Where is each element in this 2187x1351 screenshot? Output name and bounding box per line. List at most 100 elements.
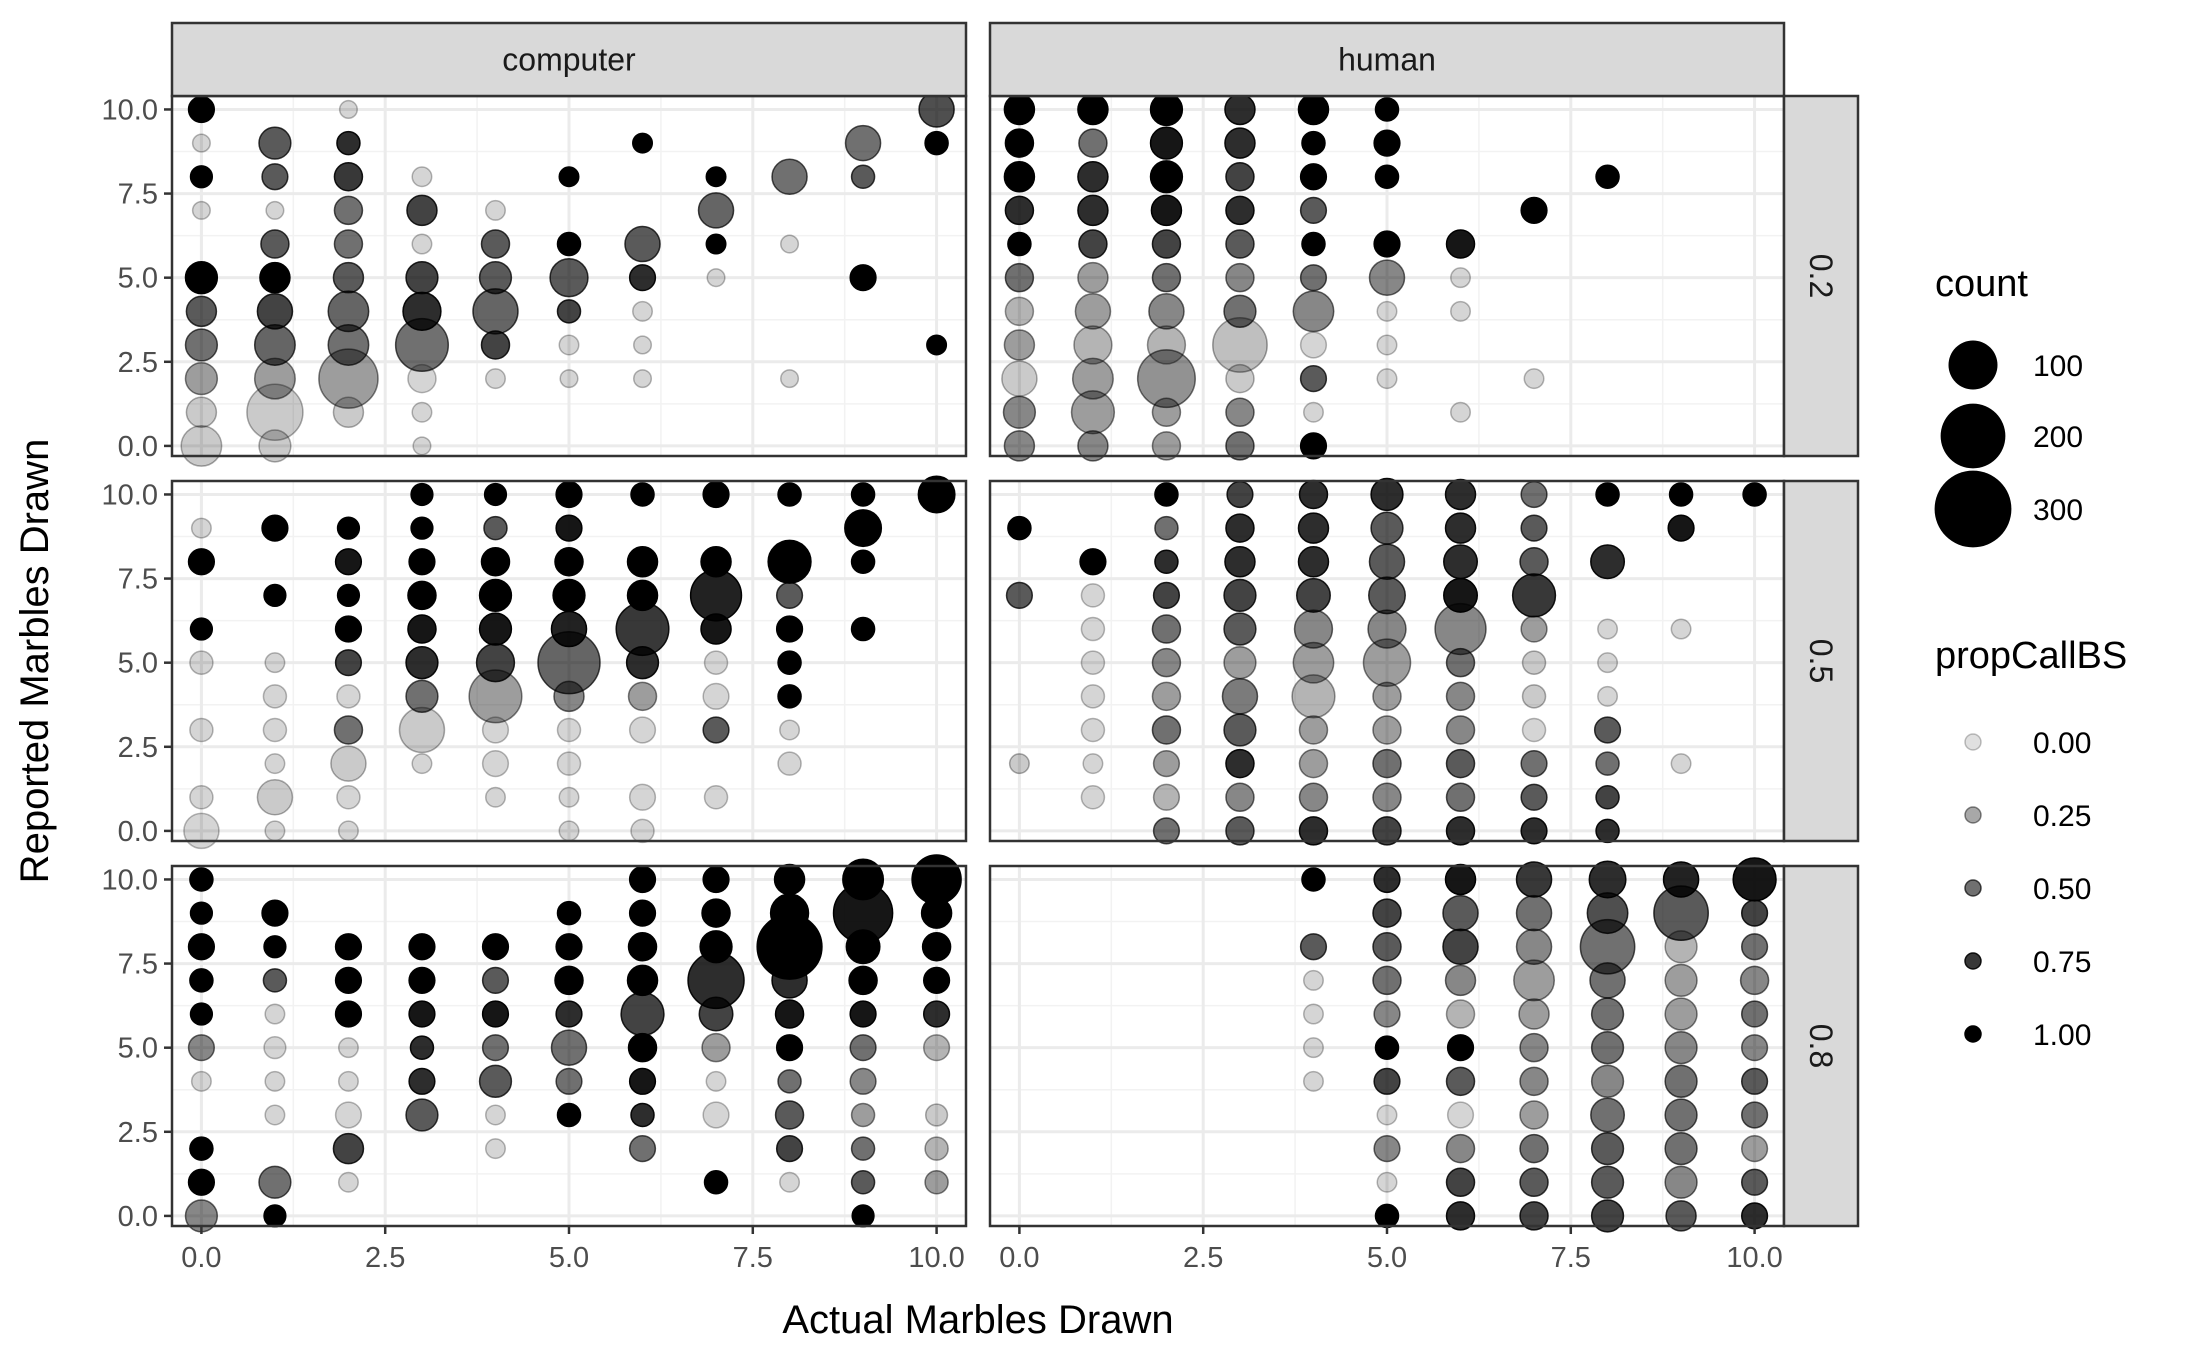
data-point (405, 261, 439, 295)
data-point (1376, 1104, 1398, 1126)
data-point (1074, 293, 1112, 330)
data-point (261, 899, 289, 927)
legend-size-key (1948, 340, 1998, 390)
y-tick-label: 0.0 (118, 816, 158, 848)
data-point (632, 369, 653, 389)
axes-layer: 0.0 2.5 5.0 7.5 10.0 0.0 2.5 5.0 7.5 10.0 0.0 2.5 5.… (102, 94, 1783, 1274)
data-point (1003, 160, 1036, 193)
data-point (556, 299, 582, 324)
legend-alpha-key (1964, 879, 1982, 897)
panel-computer-0.5 (170, 475, 968, 850)
data-point (1302, 401, 1324, 423)
data-point (850, 164, 876, 190)
data-point (700, 613, 732, 645)
data-point (844, 124, 882, 162)
data-point (1151, 715, 1182, 745)
strip-label: 0.2 (1803, 254, 1839, 298)
data-point (1740, 1000, 1769, 1028)
data-point (1519, 1032, 1549, 1063)
data-point (924, 1136, 949, 1161)
legend-size-label: 100 (2033, 350, 2083, 383)
data-point (187, 548, 216, 576)
panel-computer-0.2 (170, 91, 968, 467)
data-point (553, 680, 585, 713)
data-point (1152, 581, 1181, 610)
data-point (407, 580, 437, 611)
data-point (555, 514, 583, 542)
data-point (481, 933, 510, 961)
data-point (1740, 1135, 1769, 1163)
data-point (774, 1100, 805, 1130)
y-tick-label: 0.0 (118, 1201, 158, 1233)
data-point (253, 357, 296, 400)
data-point (1225, 748, 1255, 779)
strip-box (1782, 479, 1860, 843)
legend-alpha-key (1964, 952, 1982, 970)
data-point (1445, 681, 1476, 712)
legend-size-key (1940, 403, 2006, 469)
x-tick-label: 0.0 (181, 1242, 221, 1274)
data-point (1082, 753, 1104, 775)
panel-human-0.8 (988, 857, 1786, 1233)
data-point (1668, 482, 1694, 507)
data-point (699, 930, 733, 964)
data-point (262, 968, 288, 993)
data-point (630, 1102, 655, 1128)
data-point (334, 615, 363, 643)
data-point (1226, 480, 1254, 509)
data-point (1080, 650, 1106, 675)
data-point (337, 1037, 359, 1059)
strip-label: human (1338, 42, 1436, 78)
data-point (478, 1064, 513, 1098)
x-tick-label: 10.0 (1726, 1242, 1782, 1274)
data-point (1445, 647, 1476, 678)
data-point (334, 933, 363, 961)
x-tick-label: 7.5 (1551, 1242, 1591, 1274)
data-point (1292, 290, 1335, 333)
data-point (1670, 753, 1692, 775)
data-point (1595, 785, 1620, 810)
data-point (620, 991, 665, 1037)
strip-row-0.8: 0.8 (1782, 864, 1860, 1228)
data-point (1151, 397, 1182, 428)
data-point (189, 968, 214, 993)
data-point (1150, 194, 1183, 227)
data-point (1004, 296, 1035, 327)
data-point (701, 898, 731, 928)
data-point (185, 295, 218, 328)
legend-alpha-key (1964, 806, 1982, 824)
data-point (705, 1070, 727, 1092)
legend-alpha-label: 0.00 (2033, 727, 2091, 760)
data-point (1149, 160, 1184, 194)
data-point (189, 901, 214, 925)
data-point (332, 1132, 365, 1165)
data-point (1070, 390, 1116, 435)
data-point (1374, 97, 1400, 122)
data-point (850, 616, 876, 642)
data-point (1444, 478, 1477, 511)
data-point (1513, 959, 1556, 1002)
data-point (1370, 511, 1404, 545)
data-point (411, 166, 433, 188)
data-point (1004, 195, 1035, 226)
data-point (1002, 395, 1037, 429)
data-point (1299, 331, 1328, 359)
data-point (1443, 544, 1479, 580)
strip-row-0.2: 0.2 (1782, 94, 1860, 458)
y-tick-label: 10.0 (102, 864, 158, 896)
data-point (700, 545, 732, 578)
data-point (1073, 325, 1113, 365)
data-point (1519, 1201, 1549, 1231)
data-point (1740, 1034, 1769, 1062)
data-point (1077, 430, 1109, 462)
data-point (1662, 861, 1700, 898)
data-point (775, 1034, 804, 1062)
data-point (1146, 325, 1187, 365)
data-point (625, 646, 660, 680)
data-point (926, 334, 948, 356)
data-point (333, 162, 364, 192)
data-point (1003, 430, 1036, 462)
data-point (924, 1103, 949, 1127)
data-point (1298, 479, 1329, 510)
data-point (1595, 751, 1620, 776)
